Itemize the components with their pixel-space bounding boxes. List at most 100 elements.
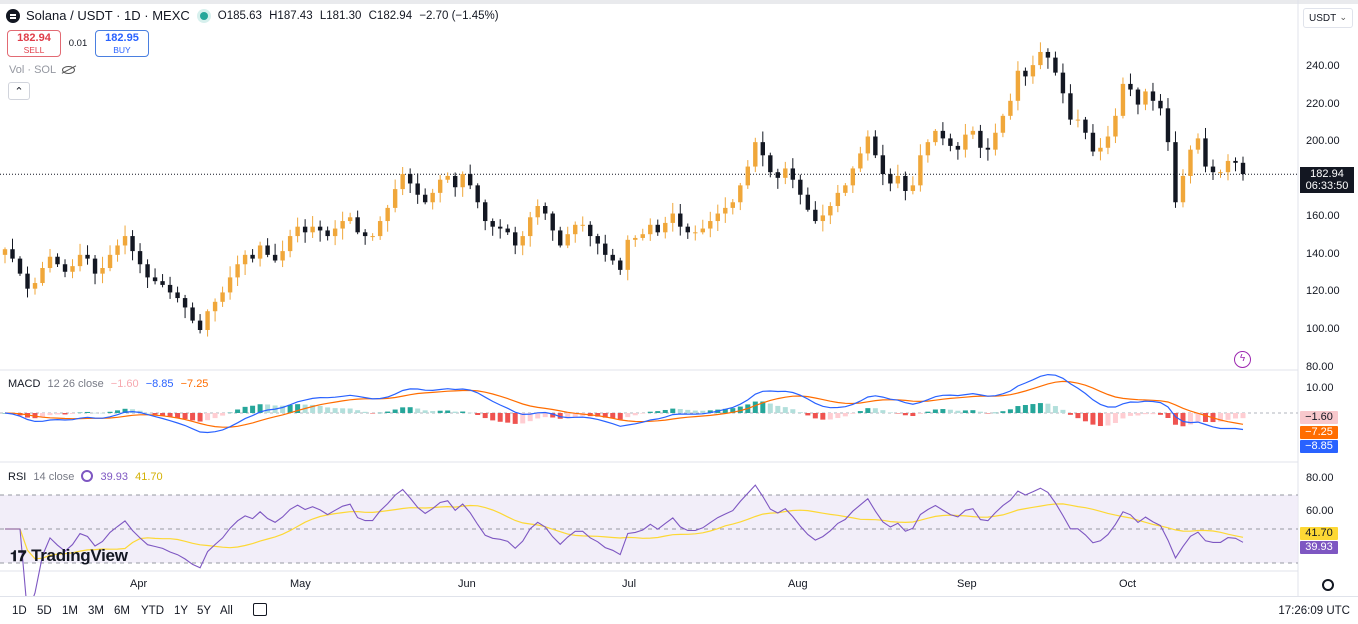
symbol-title[interactable]: Solana / USDT · 1D · MEXC <box>26 8 190 23</box>
macd-histogram-bar <box>647 411 653 413</box>
candle-down <box>1203 138 1208 167</box>
range-5d-button[interactable]: 5D <box>37 605 52 617</box>
macd-histogram-bar <box>505 413 511 423</box>
candle-up <box>565 234 570 246</box>
macd-histogram-bar <box>1157 413 1163 415</box>
settings-gear-icon[interactable] <box>1322 579 1334 591</box>
candle-up <box>693 232 698 234</box>
macd-histogram-bar <box>775 405 781 413</box>
macd-histogram-bar <box>370 413 376 414</box>
range-5y-button[interactable]: 5Y <box>197 605 212 617</box>
rsi-label: RSI <box>8 471 27 483</box>
currency-select-value: USDT <box>1309 13 1337 24</box>
macd-histogram-bar <box>235 409 241 413</box>
candle-down <box>948 138 953 146</box>
range-6m-button[interactable]: 6M <box>114 605 130 617</box>
candle-down <box>130 236 135 252</box>
macd-histogram-bar <box>1052 406 1058 413</box>
range-3m-button[interactable]: 3M <box>88 605 104 617</box>
candle-down <box>152 277 158 282</box>
candle-up <box>242 254 248 265</box>
macd-histogram-bar <box>1112 413 1118 423</box>
calendar-icon[interactable] <box>253 603 267 616</box>
close-label: C <box>368 9 377 22</box>
candle-up <box>430 192 435 203</box>
macd-histogram-bar <box>107 411 113 413</box>
candle-down <box>25 273 30 289</box>
macd-histogram-bar <box>767 403 773 413</box>
candle-down <box>543 206 548 214</box>
range-1d-button[interactable]: 1D <box>12 605 27 617</box>
sell-label: SELL <box>23 45 45 55</box>
trade-buttons: 182.94 SELL 0.01 182.95 BUY <box>7 30 149 57</box>
candle-down <box>880 155 886 175</box>
rsi-line <box>5 484 1244 596</box>
candle-up <box>715 213 720 222</box>
rsi-ma-line <box>5 503 1244 560</box>
collapse-legend-button[interactable]: ⌃ <box>8 82 30 100</box>
buy-button[interactable]: 182.95 BUY <box>95 30 149 57</box>
candle-down <box>265 245 270 255</box>
macd-histogram-bar <box>880 410 886 413</box>
macd-histogram-bar <box>310 404 316 413</box>
macd-histogram-bar <box>805 413 811 416</box>
candle-down <box>415 183 420 195</box>
candle-down <box>85 254 90 259</box>
macd-histogram-bar <box>1060 409 1066 413</box>
macd-histogram-bar <box>535 413 541 419</box>
candle-down <box>475 185 480 203</box>
price-axis-label: 120.00 <box>1306 285 1340 298</box>
range-1m-button[interactable]: 1M <box>62 605 78 617</box>
hide-eye-icon[interactable] <box>62 66 76 74</box>
macd-histogram-bar <box>430 411 436 413</box>
macd-histogram-bar <box>662 409 668 413</box>
candle-down <box>175 292 180 299</box>
macd-histogram-bar <box>55 413 61 415</box>
lightning-icon[interactable]: ϟ <box>1234 351 1251 368</box>
macd-histogram-bar <box>160 413 166 416</box>
candle-down <box>558 230 563 246</box>
candle-up <box>47 256 53 269</box>
macd-histogram-bar <box>137 410 143 413</box>
tradingview-wordmark: TradingView <box>31 546 128 565</box>
rsi-settings-icon[interactable] <box>81 470 94 482</box>
candle-down <box>197 320 203 330</box>
candle-up <box>77 254 83 267</box>
range-ytd-button[interactable]: YTD <box>141 605 164 617</box>
candle-down <box>1023 70 1028 77</box>
macd-histogram-bar <box>400 407 406 413</box>
solana-logo-icon <box>6 8 20 23</box>
range-1y-button[interactable]: 1Y <box>174 605 189 617</box>
candle-up <box>535 206 540 218</box>
candle-up <box>625 239 630 270</box>
candle-up <box>1015 70 1021 101</box>
candle-up <box>730 202 735 208</box>
sell-button[interactable]: 182.94 SELL <box>7 30 61 57</box>
candle-down <box>550 213 555 231</box>
range-all-button[interactable]: All <box>220 605 233 617</box>
last-price-badge: 182.94 06:33:50 <box>1300 167 1354 193</box>
candle-down <box>10 249 15 259</box>
candle-down <box>1060 72 1066 94</box>
utc-clock[interactable]: 17:26:09 UTC <box>1278 605 1350 617</box>
open-label: O <box>217 9 227 22</box>
tradingview-logo[interactable]: 𝟏𝟕 TradingView <box>10 546 128 566</box>
macd-histogram-bar <box>1120 413 1126 419</box>
macd-histogram-bar <box>925 411 931 413</box>
candle-down <box>145 264 150 278</box>
currency-select[interactable]: USDT ⌄ <box>1303 8 1353 28</box>
candle-up <box>377 221 383 237</box>
candle-down <box>978 130 983 148</box>
macd-histogram-bar <box>1232 413 1238 419</box>
price-axis-label: 220.00 <box>1306 97 1340 110</box>
macd-histogram-bar <box>1105 413 1111 426</box>
candle-up <box>925 142 931 156</box>
macd-histogram-bar <box>182 413 188 420</box>
macd-legend: MACD 12 26 close −1.60 −8.85 −7.25 <box>8 378 212 390</box>
macd-histogram-bar <box>520 413 526 424</box>
chart-canvas[interactable] <box>0 0 1358 596</box>
candle-down <box>888 174 893 184</box>
macd-histogram-bar <box>227 412 233 414</box>
candle-down <box>55 256 60 265</box>
macd-histogram-bar <box>910 413 916 417</box>
